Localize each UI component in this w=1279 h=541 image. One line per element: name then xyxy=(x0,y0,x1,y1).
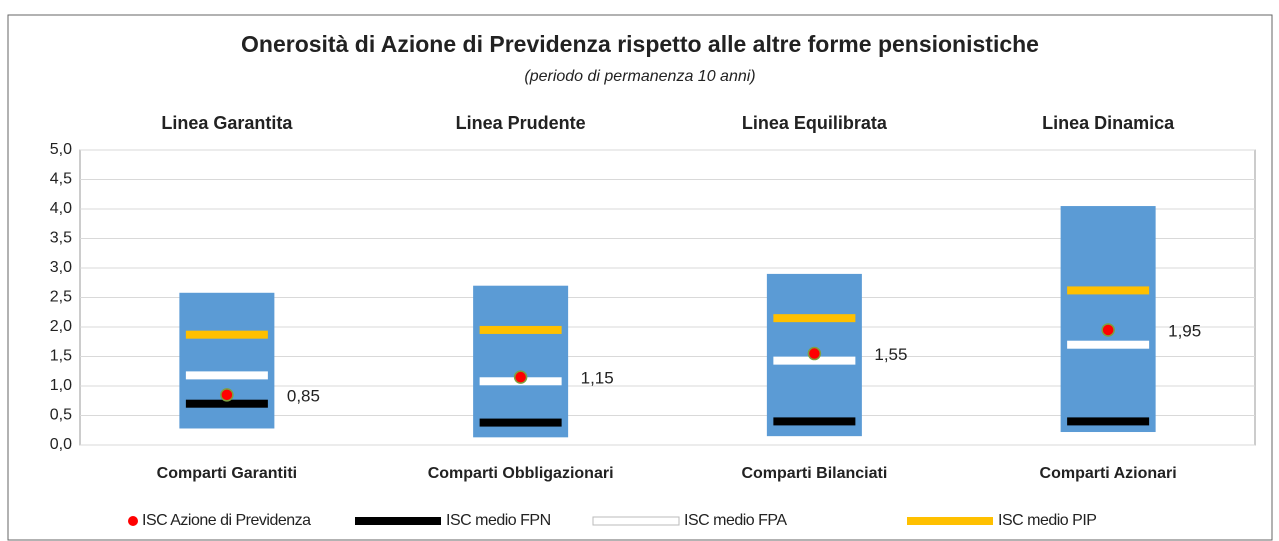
range-box xyxy=(179,292,275,429)
chart-subtitle: (periodo di permanenza 10 anni) xyxy=(524,68,755,85)
y-tick-label: 5,0 xyxy=(50,141,72,158)
x-tick-label: Comparti Azionari xyxy=(1040,465,1177,482)
legend-swatch xyxy=(592,516,680,526)
range-box xyxy=(473,285,569,438)
y-tick-label: 0,0 xyxy=(50,436,72,453)
x-tick-label: Comparti Bilanciati xyxy=(741,465,887,482)
marker-bar xyxy=(185,399,268,408)
marker-bar xyxy=(773,417,856,426)
value-label: 0,85 xyxy=(287,386,320,405)
value-label: 1,55 xyxy=(874,345,907,364)
marker-bar xyxy=(773,356,856,365)
value-label: 1,95 xyxy=(1168,321,1201,340)
marker-bar xyxy=(773,314,856,323)
legend-swatch xyxy=(907,517,993,525)
y-tick-label: 0,5 xyxy=(50,407,72,424)
marker-dot xyxy=(807,346,822,361)
marker-bar xyxy=(479,325,562,334)
y-tick-label: 4,5 xyxy=(50,171,72,188)
y-tick-label: 2,0 xyxy=(50,318,72,335)
legend-label: ISC medio FPN xyxy=(446,512,551,529)
legend-label: ISC medio FPA xyxy=(684,512,787,529)
marker-bar xyxy=(1067,417,1150,426)
y-tick-label: 3,5 xyxy=(50,230,72,247)
marker-bar xyxy=(185,330,268,339)
y-tick-label: 1,0 xyxy=(50,377,72,394)
marker-bar xyxy=(1067,286,1150,295)
group-label: Linea Equilibrata xyxy=(742,113,888,133)
chart-title: Onerosità di Azione di Previdenza rispet… xyxy=(241,31,1039,57)
x-tick-label: Comparti Obbligazionari xyxy=(428,465,614,482)
y-tick-label: 2,5 xyxy=(50,289,72,306)
y-tick-label: 1,5 xyxy=(50,348,72,365)
legend-label: ISC medio PIP xyxy=(998,512,1096,529)
marker-dot xyxy=(513,370,528,384)
group-label: Linea Garantita xyxy=(161,113,293,133)
group-label: Linea Dinamica xyxy=(1042,113,1175,133)
marker-bar xyxy=(185,371,268,380)
marker-bar xyxy=(1067,340,1150,349)
marker-bar xyxy=(479,418,562,427)
value-label: 1,15 xyxy=(581,369,614,388)
legend-label: ISC Azione di Previdenza xyxy=(142,512,311,529)
group-label: Linea Prudente xyxy=(456,113,586,133)
marker-dot xyxy=(1101,323,1115,337)
legend-swatch xyxy=(128,516,138,526)
y-tick-label: 4,0 xyxy=(50,200,72,217)
marker-dot xyxy=(220,388,234,402)
x-tick-label: Comparti Garantiti xyxy=(157,465,297,482)
y-tick-label: 3,0 xyxy=(50,259,72,276)
range-box xyxy=(1060,206,1156,433)
legend-swatch xyxy=(355,517,441,525)
